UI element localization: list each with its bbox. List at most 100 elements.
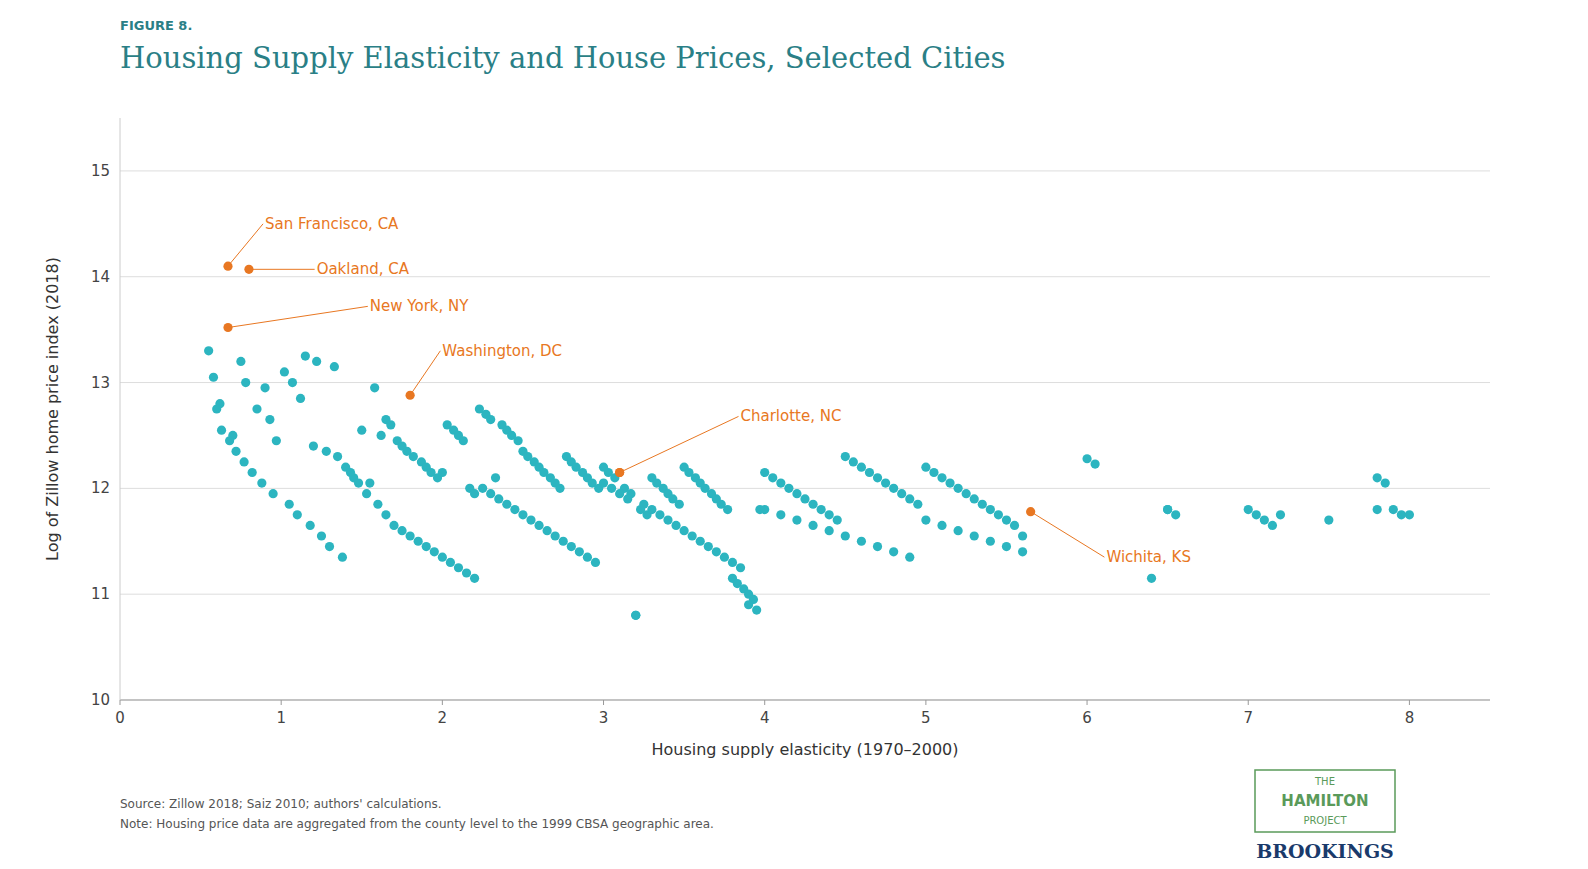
point	[217, 426, 226, 435]
point	[330, 362, 339, 371]
point	[1002, 516, 1011, 525]
point	[325, 542, 334, 551]
x-tick	[442, 700, 443, 705]
point	[776, 478, 785, 487]
grid-line	[120, 488, 1490, 489]
point	[409, 452, 418, 461]
point	[631, 611, 640, 620]
chart: FIGURE 8.Housing Supply Elasticity and H…	[0, 0, 1588, 869]
grid-line	[120, 594, 1490, 595]
point	[204, 346, 213, 355]
point	[704, 542, 713, 551]
x-tick	[764, 700, 765, 705]
leader-line	[410, 351, 440, 395]
point	[647, 505, 656, 514]
point	[1018, 547, 1027, 556]
point	[873, 542, 882, 551]
x-tick	[1248, 700, 1249, 705]
point	[937, 521, 946, 530]
point	[1018, 531, 1027, 540]
point	[422, 542, 431, 551]
y-tick-label: 10	[91, 691, 110, 709]
point	[209, 373, 218, 382]
grid-line	[120, 700, 1490, 701]
logo: THEHAMILTONPROJECTBROOKINGS	[1255, 770, 1395, 862]
point	[680, 526, 689, 535]
point	[655, 510, 664, 519]
point	[534, 521, 543, 530]
point	[937, 473, 946, 482]
point	[555, 484, 564, 493]
point	[913, 500, 922, 509]
point	[825, 526, 834, 535]
point	[1373, 505, 1382, 514]
point	[306, 521, 315, 530]
points	[204, 262, 1414, 620]
point	[808, 521, 817, 530]
point	[841, 452, 850, 461]
point	[1397, 510, 1406, 519]
point	[1252, 510, 1261, 519]
leader-line	[620, 416, 739, 472]
point	[583, 553, 592, 562]
point	[1147, 574, 1156, 583]
point	[921, 516, 930, 525]
point	[728, 558, 737, 567]
point	[377, 431, 386, 440]
source: Source: Zillow 2018; Saiz 2010; authors'…	[120, 797, 442, 811]
point	[857, 463, 866, 472]
point	[265, 415, 274, 424]
point	[470, 574, 479, 583]
point	[639, 500, 648, 509]
point	[954, 526, 963, 535]
point	[865, 468, 874, 477]
point	[567, 542, 576, 551]
x-tick-label: 5	[921, 709, 931, 727]
point	[362, 489, 371, 498]
note: Note: Housing price data are aggregated …	[120, 817, 714, 831]
x-tick-label: 1	[276, 709, 286, 727]
point	[873, 473, 882, 482]
point	[599, 478, 608, 487]
point	[322, 447, 331, 456]
point	[825, 510, 834, 519]
leader-line	[1031, 512, 1105, 558]
point	[225, 436, 234, 445]
point	[559, 537, 568, 546]
y-axis-label: Log of Zillow home price index (2018)	[43, 257, 62, 561]
point	[615, 489, 624, 498]
y-tick-label: 14	[91, 268, 110, 286]
point	[1171, 510, 1180, 519]
point	[792, 516, 801, 525]
annotation: New York, NY	[370, 297, 469, 315]
point	[272, 436, 281, 445]
point	[338, 553, 347, 562]
point	[406, 531, 415, 540]
point	[929, 468, 938, 477]
point	[381, 510, 390, 519]
point	[1405, 510, 1414, 519]
point	[430, 547, 439, 556]
point	[269, 489, 278, 498]
point	[1324, 516, 1333, 525]
point	[817, 505, 826, 514]
annotations: San Francisco, CAOakland, CANew York, NY…	[228, 215, 1191, 566]
point	[373, 500, 382, 509]
point	[518, 510, 527, 519]
point	[1381, 478, 1390, 487]
point	[768, 473, 777, 482]
point	[357, 426, 366, 435]
point	[1010, 521, 1019, 530]
annotation: Washington, DC	[442, 342, 562, 360]
point	[760, 468, 769, 477]
point	[696, 537, 705, 546]
point	[370, 383, 379, 392]
point	[446, 558, 455, 567]
point	[712, 547, 721, 556]
point	[986, 505, 995, 514]
point	[454, 563, 463, 572]
point	[257, 478, 266, 487]
leader-line	[228, 306, 368, 327]
point	[1163, 505, 1172, 514]
x-tick	[120, 700, 121, 705]
